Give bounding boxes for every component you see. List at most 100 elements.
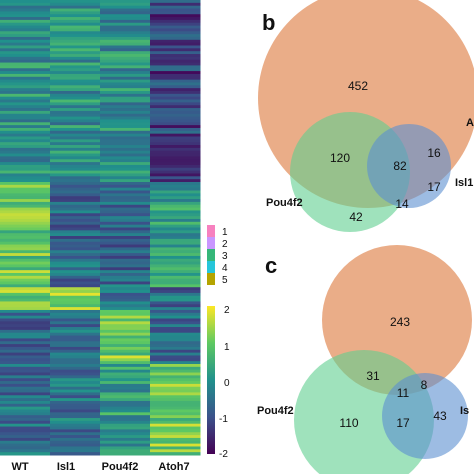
colorbar-tick: 1 xyxy=(224,342,230,353)
heatmap-cell xyxy=(100,99,151,103)
venn-c-atoh7-isl1: 8 xyxy=(421,378,428,392)
cluster-label: 5 xyxy=(222,275,228,286)
heatmap-cell xyxy=(50,304,101,308)
heatmap-cell xyxy=(100,227,151,231)
heatmap-cell xyxy=(150,102,201,106)
heatmap-cell xyxy=(100,150,151,155)
heatmap-cell xyxy=(150,162,201,166)
heatmap-cell xyxy=(0,42,51,46)
heatmap-cell xyxy=(150,5,201,10)
heatmap-cell xyxy=(100,264,151,268)
heatmap-cell xyxy=(150,415,201,419)
heatmap-cell xyxy=(50,199,101,203)
heatmap-cell xyxy=(0,162,51,166)
venn-b-label-atoh7: A xyxy=(466,117,474,129)
heatmap-cell xyxy=(0,204,51,209)
heatmap-cell xyxy=(50,156,101,160)
heatmap-cell xyxy=(0,71,51,75)
heatmap-cell xyxy=(150,176,201,180)
heatmap-cell xyxy=(150,133,201,137)
heatmap-cell xyxy=(50,287,101,291)
heatmap-cell xyxy=(50,338,101,342)
heatmap-cell xyxy=(0,267,51,271)
heatmap-cell xyxy=(0,358,51,362)
venn-c-all-three: 11 xyxy=(397,386,410,400)
heatmap-cell xyxy=(50,187,101,192)
venn-c-isl1-only: 43 xyxy=(433,409,447,423)
heatmap-cell xyxy=(0,344,51,348)
heatmap-cell xyxy=(50,227,101,231)
heatmap-cell xyxy=(100,395,151,399)
heatmap-cell xyxy=(50,127,101,132)
heatmap-cell xyxy=(150,412,201,416)
heatmap-cell xyxy=(100,369,151,374)
heatmap-cell xyxy=(50,395,101,399)
heatmap-cell xyxy=(50,273,101,277)
heatmap-cell xyxy=(100,349,151,354)
heatmap-cell xyxy=(150,218,201,223)
heatmap-cell xyxy=(150,435,201,439)
heatmap-cell xyxy=(150,332,201,337)
heatmap-cell xyxy=(50,5,101,10)
heatmap-cell xyxy=(0,236,51,240)
heatmap-cell xyxy=(100,11,151,15)
heatmap-cell xyxy=(150,142,201,146)
heatmap-cell xyxy=(150,204,201,209)
heatmap-cell xyxy=(50,261,101,265)
heatmap-cell xyxy=(0,233,51,237)
heatmap-cell xyxy=(0,147,51,152)
heatmap-cell xyxy=(150,34,201,38)
heatmap-cell xyxy=(0,159,51,163)
heatmap-cell xyxy=(0,145,51,149)
heatmap-cell xyxy=(150,173,201,177)
heatmap-cell xyxy=(100,432,151,436)
heatmap-cell xyxy=(50,2,101,7)
heatmap-cell xyxy=(0,105,51,109)
heatmap-cell xyxy=(50,406,101,410)
heatmap-cell xyxy=(100,346,151,351)
heatmap-cell xyxy=(0,238,51,243)
heatmap-cell xyxy=(150,11,201,15)
heatmap-cell xyxy=(150,184,201,189)
heatmap-cell xyxy=(50,133,101,137)
heatmap-cell xyxy=(150,386,201,391)
heatmap-cell xyxy=(100,199,151,203)
heatmap-cell xyxy=(0,335,51,339)
heatmap-cell xyxy=(0,227,51,231)
heatmap-cell xyxy=(100,418,151,422)
heatmap-cell xyxy=(100,273,151,277)
heatmap-cell xyxy=(50,145,101,149)
heatmap-cell xyxy=(100,383,151,388)
heatmap-cell xyxy=(0,73,51,78)
heatmap-cell xyxy=(50,105,101,109)
heatmap-cell xyxy=(150,145,201,149)
colorbar-tick: -1 xyxy=(219,414,228,425)
heatmap-cell xyxy=(100,207,151,211)
heatmap-cell xyxy=(100,429,151,433)
heatmap-cell xyxy=(150,335,201,339)
heatmap-cell xyxy=(0,48,51,52)
heatmap-cell xyxy=(100,28,151,32)
heatmap-cell xyxy=(0,318,51,322)
heatmap-cell xyxy=(50,309,101,314)
heatmap-cell xyxy=(100,190,151,194)
column-label-atoh7: Atoh7 xyxy=(158,461,189,473)
heatmap-cell xyxy=(50,292,101,297)
heatmap-cell xyxy=(150,196,201,200)
heatmap-cell xyxy=(100,204,151,209)
heatmap-cell xyxy=(100,315,151,319)
heatmap-cell xyxy=(0,406,51,410)
heatmap-cell xyxy=(0,91,51,95)
heatmap-cell xyxy=(0,116,51,120)
heatmap-cell xyxy=(100,156,151,160)
heatmap-cell xyxy=(150,258,201,263)
heatmap-cell xyxy=(150,17,201,21)
heatmap-cell xyxy=(150,14,201,18)
heatmap-cell xyxy=(100,182,151,186)
heatmap-cell xyxy=(100,216,151,220)
heatmap-cell xyxy=(50,435,101,439)
heatmap-cell xyxy=(100,415,151,419)
heatmap-cell xyxy=(0,309,51,314)
heatmap-cell xyxy=(100,176,151,180)
